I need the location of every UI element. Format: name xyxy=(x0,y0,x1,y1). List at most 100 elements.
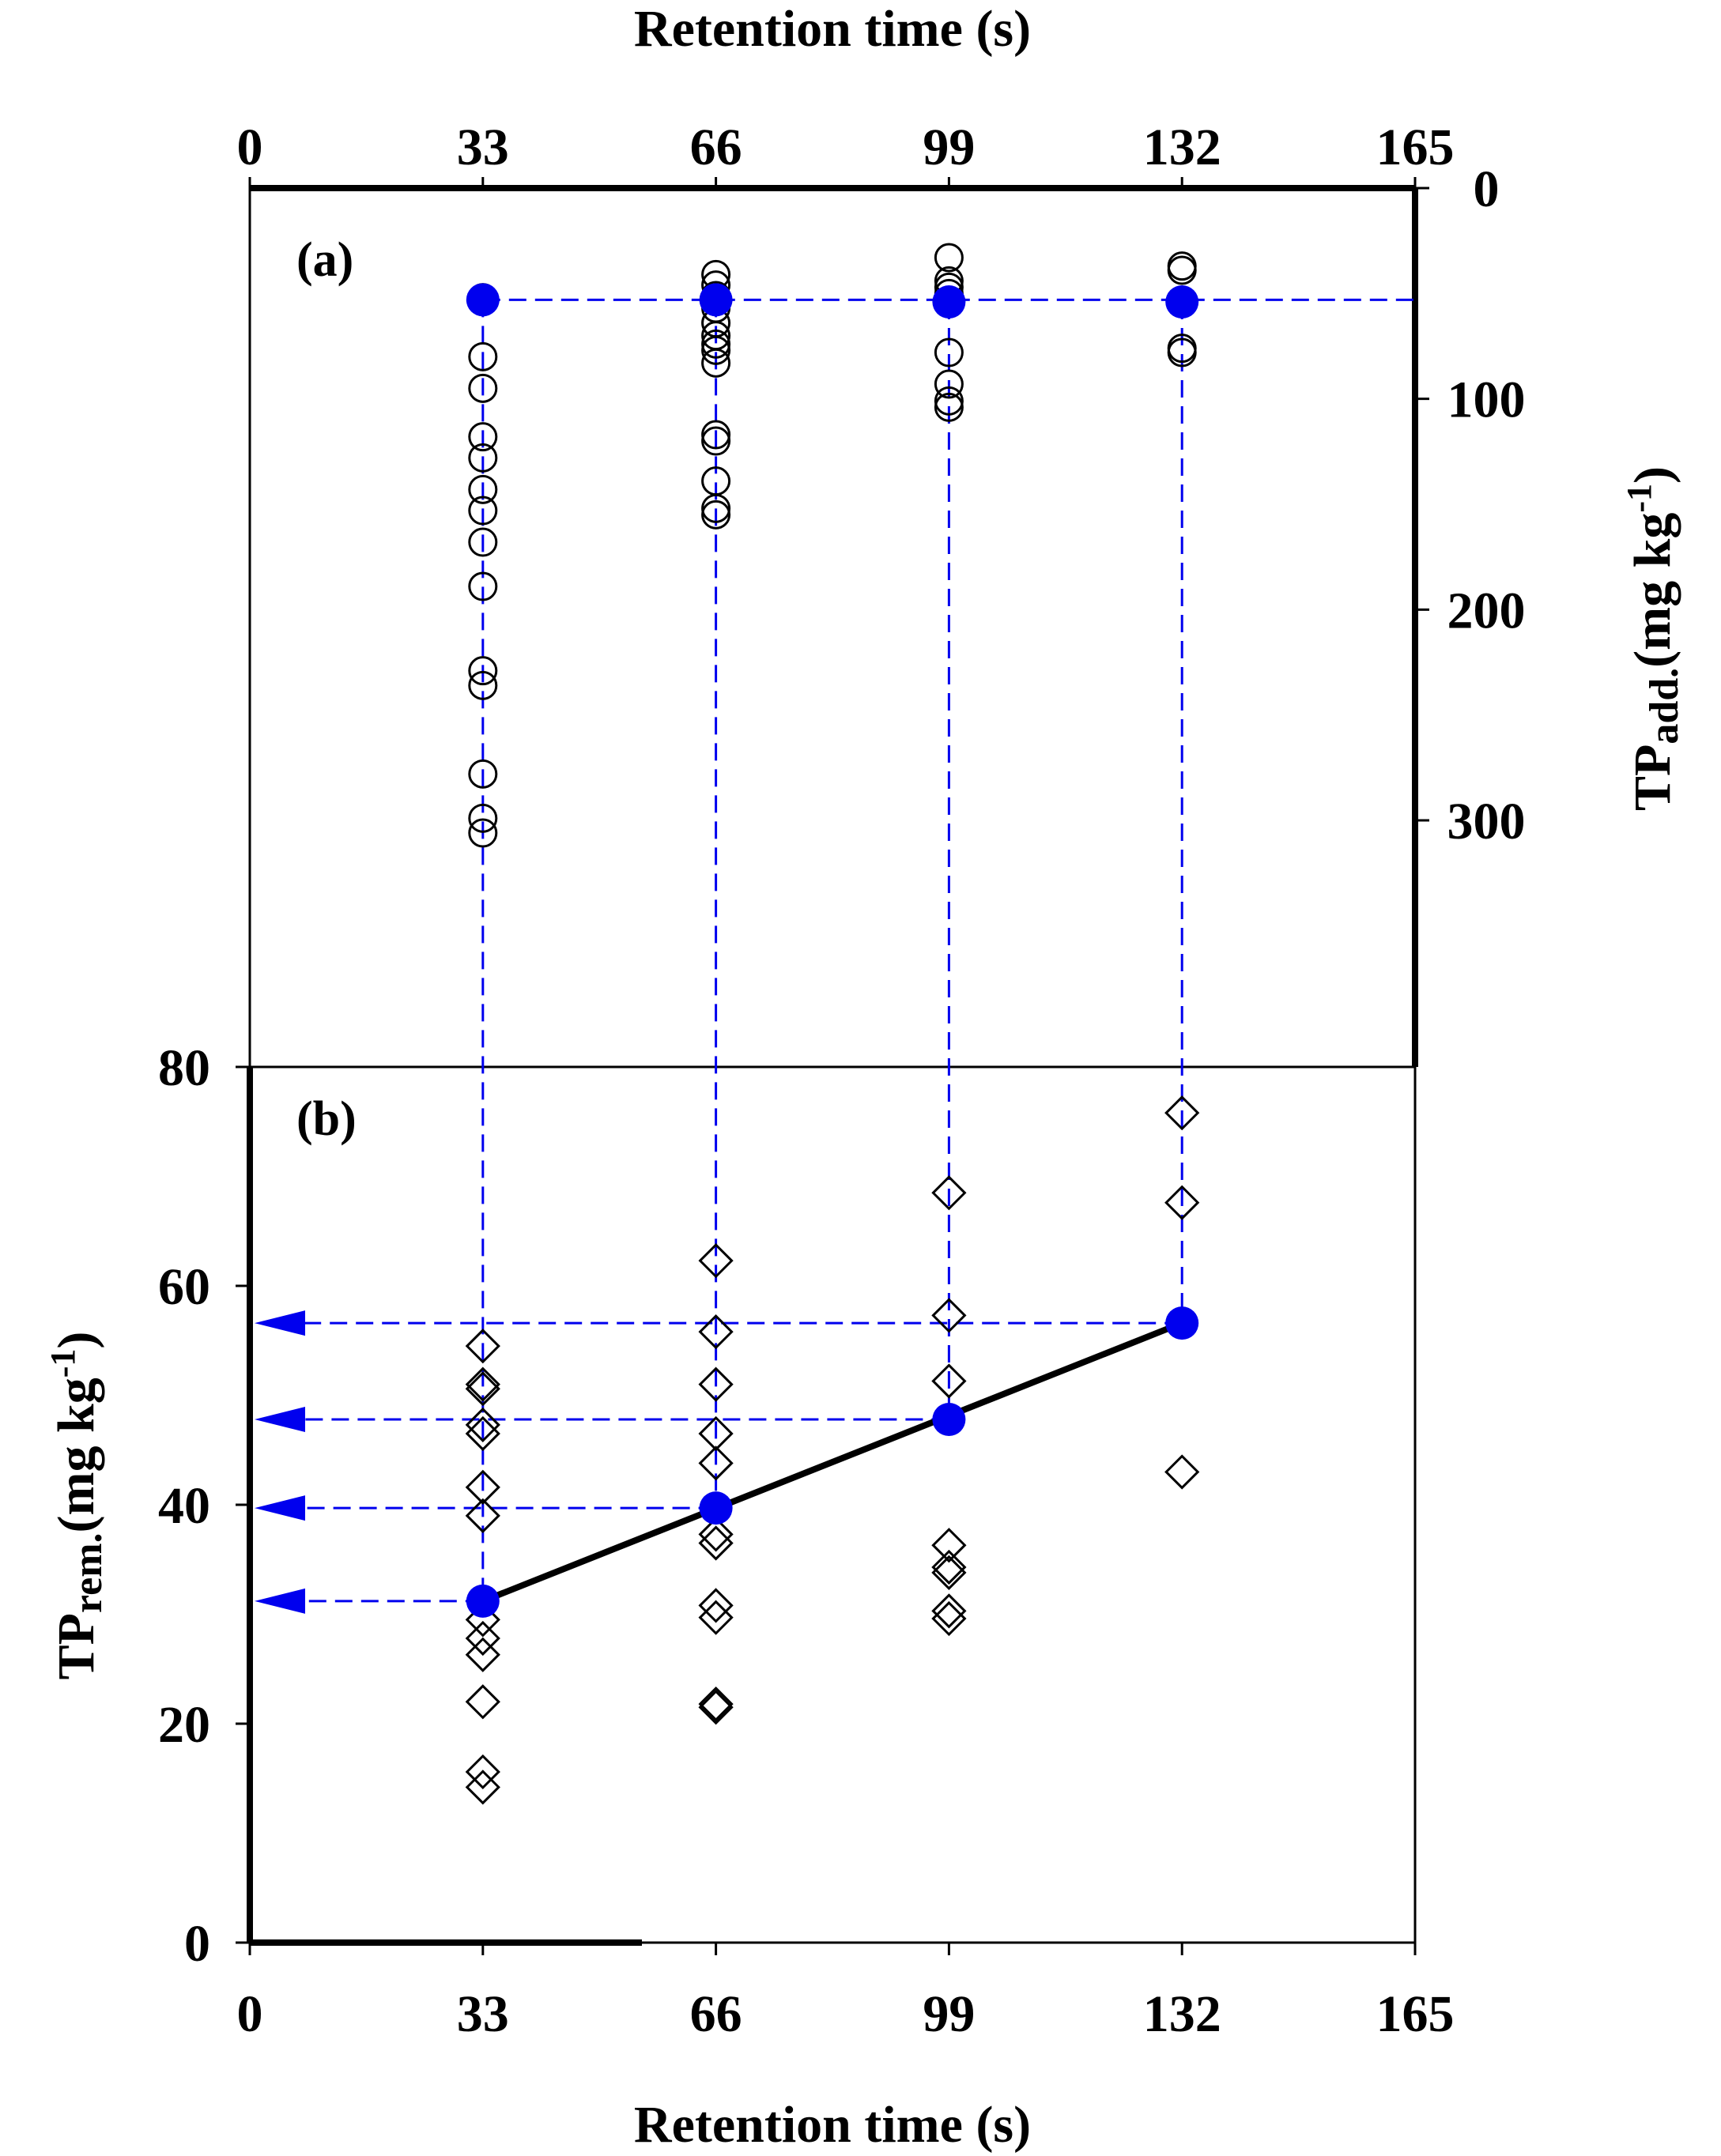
y-title-b-main: TP xyxy=(47,1613,105,1679)
panel-label-a: (a) xyxy=(296,233,353,287)
mean-marker-b-99 xyxy=(932,1402,966,1436)
panel-b-markers xyxy=(465,1095,1200,1805)
mean-marker-b-66 xyxy=(699,1491,733,1525)
diamond-marker-b-6 xyxy=(465,1498,500,1533)
diamond-marker-b-17 xyxy=(698,1525,734,1561)
y-tick-label-b-0: 0 xyxy=(184,1915,210,1973)
circle-marker-a-33 xyxy=(934,369,964,399)
y-title-a-main: TP xyxy=(1624,744,1681,811)
y-title-b-sup: -1 xyxy=(43,1349,82,1378)
diamond-marker-b-20 xyxy=(698,1415,734,1452)
circle-marker-a-13 xyxy=(468,818,498,848)
y-tick-label-b-80: 80 xyxy=(158,1039,210,1097)
diamond-marker-b-25 xyxy=(931,1593,967,1629)
diamond-marker-b-19 xyxy=(698,1446,734,1481)
circle-marker-a-1 xyxy=(468,341,498,371)
circle-marker-a-11 xyxy=(468,759,498,789)
diamond-marker-b-1 xyxy=(465,1754,500,1790)
mean-marker-a-66 xyxy=(699,283,733,317)
x-axis-title-bottom: Retention time (s) xyxy=(634,2096,1031,2154)
mean-marker-a-33 xyxy=(466,283,500,317)
circle-marker-a-7 xyxy=(468,527,498,557)
diamond-marker-b-18 xyxy=(698,1517,734,1552)
diamond-marker-b-28 xyxy=(931,1528,967,1563)
circle-marker-a-2 xyxy=(468,373,498,403)
circle-marker-a-28 xyxy=(934,243,964,273)
diamond-marker-b-29 xyxy=(931,1363,967,1399)
x-tick-label-bottom-99: 99 xyxy=(923,1985,975,2043)
y-title-a-sub: add. xyxy=(1642,668,1687,744)
diamond-marker-b-32 xyxy=(1164,1454,1200,1490)
diamond-marker-b-11 xyxy=(465,1366,500,1402)
diamond-marker-b-21 xyxy=(698,1366,734,1402)
x-tick-label-bottom-0: 0 xyxy=(237,1985,263,2043)
circle-marker-a-37 xyxy=(1167,255,1197,285)
arrow-33 xyxy=(255,1588,305,1614)
circle-marker-a-21 xyxy=(701,335,731,365)
y-tick-label-b-60: 60 xyxy=(158,1258,210,1316)
circle-marker-a-3 xyxy=(468,422,498,452)
mean-marker-a-99 xyxy=(932,285,966,318)
mean-marker-b-132 xyxy=(1165,1306,1199,1340)
circle-marker-a-20 xyxy=(701,329,731,359)
arrow-66 xyxy=(255,1495,305,1521)
panel-label-b: (b) xyxy=(296,1092,357,1146)
x-tick-label-top-0: 0 xyxy=(237,119,263,176)
circle-marker-a-32 xyxy=(934,337,964,368)
y-tick-label-a-0: 0 xyxy=(1474,160,1500,218)
diamond-marker-b-26 xyxy=(931,1555,967,1590)
mean-marker-b-33 xyxy=(466,1584,500,1618)
guide-arrows xyxy=(255,1310,305,1614)
diamond-marker-b-34 xyxy=(1164,1095,1200,1131)
mean-marker-a-132 xyxy=(1165,285,1199,318)
x-tick-label-top-33: 33 xyxy=(457,119,509,176)
x-tick-label-bottom-165: 165 xyxy=(1376,1985,1455,2043)
mean-markers xyxy=(466,283,1199,1618)
diamond-marker-b-0 xyxy=(465,1770,500,1805)
diamond-marker-b-3 xyxy=(465,1637,500,1672)
diamond-marker-b-5 xyxy=(465,1602,500,1638)
y-tick-label-a-200: 200 xyxy=(1447,582,1526,639)
circle-marker-a-22 xyxy=(701,348,731,378)
diamond-marker-b-8 xyxy=(465,1415,500,1452)
y-tick-label-b-40: 40 xyxy=(158,1477,210,1535)
y-title-b-unit: (mg kg xyxy=(47,1378,105,1532)
circle-marker-a-39 xyxy=(1167,337,1197,368)
axis-tick-labels: 0 33 66 99 132 165 0 33 66 99 132 165 0 100 200 300 0 20 4… xyxy=(158,119,1526,2043)
diamond-marker-b-24 xyxy=(931,1600,967,1637)
y-tick-label-a-100: 100 xyxy=(1447,371,1526,429)
diamond-marker-b-9 xyxy=(465,1407,500,1443)
trend-line xyxy=(479,1320,1186,1604)
diamond-marker-b-23 xyxy=(698,1243,734,1279)
x-tick-label-top-165: 165 xyxy=(1376,119,1455,176)
x-tick-label-bottom-132: 132 xyxy=(1143,1985,1221,2043)
diamond-marker-b-4 xyxy=(465,1620,500,1657)
y-tick-label-a-300: 300 xyxy=(1447,793,1526,850)
arrow-132 xyxy=(255,1310,305,1336)
diamond-marker-b-27 xyxy=(931,1549,967,1585)
y-axis-title-b: TPrem.(mg kg-1) xyxy=(43,1332,111,1680)
axis-ticks xyxy=(236,177,1429,1955)
diamond-marker-b-30 xyxy=(931,1298,967,1333)
circle-marker-a-8 xyxy=(468,571,498,601)
x-axis-title-top: Retention time (s) xyxy=(634,0,1031,58)
y-title-a-unit: (mg kg xyxy=(1624,513,1681,668)
x-tick-label-bottom-66: 66 xyxy=(690,1985,742,2043)
diamond-marker-b-31 xyxy=(931,1175,967,1211)
circle-marker-a-4 xyxy=(468,443,498,473)
circle-marker-a-9 xyxy=(468,656,498,686)
y-title-a-close: ) xyxy=(1624,466,1681,484)
diamond-marker-b-2 xyxy=(465,1684,500,1720)
guide-lines xyxy=(299,298,1415,1603)
diamond-marker-b-13 xyxy=(698,1690,734,1725)
diamond-marker-b-12 xyxy=(465,1329,500,1364)
circle-marker-a-12 xyxy=(468,803,498,833)
diamond-marker-b-16 xyxy=(698,1588,734,1623)
diamond-marker-b-14 xyxy=(698,1686,734,1722)
y-title-b-close: ) xyxy=(47,1332,105,1349)
diamond-marker-b-22 xyxy=(698,1314,734,1350)
circle-marker-a-35 xyxy=(934,392,964,422)
circle-marker-a-5 xyxy=(468,474,498,504)
